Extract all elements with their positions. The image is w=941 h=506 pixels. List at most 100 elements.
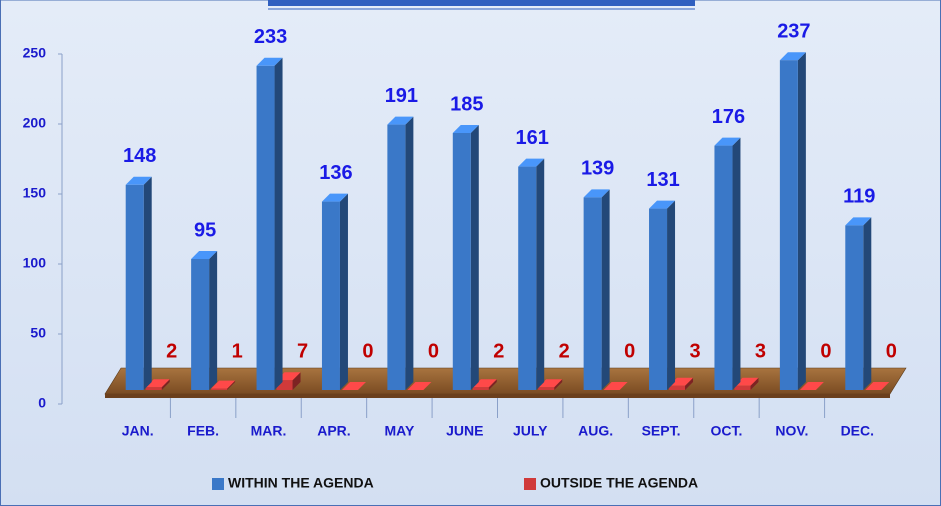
y-tick-label: 100: [23, 255, 47, 271]
data-label: 136: [319, 162, 352, 184]
bar-within-side: [601, 189, 610, 390]
data-label: 139: [581, 158, 614, 180]
x-tick-label: DEC.: [841, 423, 874, 439]
bar-outside: [472, 387, 489, 390]
bar-within: [649, 208, 668, 390]
x-tick-label: APR.: [317, 423, 350, 439]
bar-within-top: [518, 158, 545, 167]
title-bar: [268, 0, 695, 6]
bar-outside-side: [488, 379, 497, 390]
bar-within-side: [339, 193, 348, 390]
bar-outside: [538, 387, 555, 390]
bar-within-top: [452, 125, 479, 133]
y-tick-label: 150: [23, 185, 47, 201]
x-tick-label: MAR.: [251, 423, 287, 439]
bar-within-top: [125, 176, 152, 185]
bar-outside: [734, 385, 751, 390]
bar-within-top: [256, 57, 283, 66]
data-label: 0: [428, 340, 439, 362]
bar-outside-side: [227, 380, 236, 390]
bar-within-side: [405, 116, 414, 390]
bar-within: [452, 133, 471, 390]
bar-within: [583, 197, 602, 390]
bar-within-side: [667, 200, 676, 390]
bar-within-top: [649, 200, 676, 209]
bar-within-side: [797, 52, 806, 390]
bar-outside-top: [865, 382, 890, 390]
bar-within-side: [274, 57, 283, 391]
data-label: 191: [385, 85, 418, 107]
bar-within-side: [470, 125, 479, 390]
bar-outside-side: [685, 377, 694, 390]
bar-outside: [276, 380, 293, 390]
x-tick-label: JAN.: [122, 423, 154, 439]
bar-within: [518, 166, 537, 390]
data-label: 0: [820, 340, 831, 362]
bar-within-side: [732, 137, 741, 390]
y-tick-label: 0: [38, 395, 46, 411]
bar-outside-top: [211, 380, 236, 389]
bar-outside-side: [161, 379, 170, 390]
bar-within-top: [845, 217, 872, 226]
data-label: 161: [516, 127, 549, 149]
data-label: 0: [362, 340, 373, 362]
bar-outside: [669, 385, 686, 390]
bar-within-side: [863, 217, 872, 390]
data-label: 7: [297, 340, 308, 362]
bar-within: [387, 124, 406, 390]
x-tick-label: MAY: [384, 423, 414, 439]
bar-within: [845, 225, 864, 390]
floor-edge: [105, 394, 890, 398]
data-label: 148: [123, 145, 156, 167]
data-label: 3: [755, 340, 766, 362]
data-label: 2: [559, 340, 570, 362]
bar-outside-top: [341, 382, 366, 390]
legend-swatch: [212, 478, 224, 490]
y-tick-label: 200: [23, 115, 47, 131]
legend-label: WITHIN THE AGENDA: [228, 475, 374, 491]
bar-outside-side: [554, 379, 563, 390]
data-label: 1: [232, 340, 243, 362]
y-tick-label: 50: [30, 325, 46, 341]
bar-within: [125, 184, 144, 390]
x-tick-label: JULY: [513, 423, 548, 439]
data-label: 185: [450, 93, 483, 115]
bar-outside-side: [750, 377, 759, 390]
bar-outside: [211, 388, 228, 390]
bar-within-side: [209, 251, 218, 390]
bar-within-side: [536, 158, 545, 390]
y-tick-label: 250: [23, 45, 47, 61]
bar-within-top: [714, 137, 741, 146]
bar-outside: [145, 387, 162, 390]
data-label: 3: [689, 340, 700, 362]
data-label: 176: [712, 106, 745, 128]
bar-within: [256, 65, 275, 391]
bar-outside-top: [799, 382, 824, 390]
data-label: 2: [493, 340, 504, 362]
bar-outside-top: [407, 382, 432, 390]
data-label: 95: [194, 219, 216, 241]
legend-swatch: [524, 478, 536, 490]
data-label: 0: [886, 340, 897, 362]
x-tick-label: SEPT.: [642, 423, 681, 439]
bar-within-side: [143, 176, 152, 390]
bar-within-top: [583, 189, 610, 198]
data-label: 233: [254, 26, 287, 48]
bar-within-top: [191, 251, 218, 259]
data-label: 119: [843, 186, 875, 208]
bar-outside-top: [603, 382, 628, 390]
data-label: 131: [646, 169, 679, 191]
bar-within: [779, 60, 798, 390]
bar-within-top: [321, 193, 348, 202]
x-tick-label: FEB.: [187, 423, 219, 439]
data-label: 237: [777, 20, 810, 42]
x-tick-label: OCT.: [711, 423, 743, 439]
bar-outside-side: [292, 372, 301, 390]
bar-within-top: [779, 52, 806, 61]
legend-label: OUTSIDE THE AGENDA: [540, 475, 698, 491]
data-label: 2: [166, 340, 177, 362]
bar-within: [191, 259, 210, 390]
x-tick-label: AUG.: [578, 423, 613, 439]
